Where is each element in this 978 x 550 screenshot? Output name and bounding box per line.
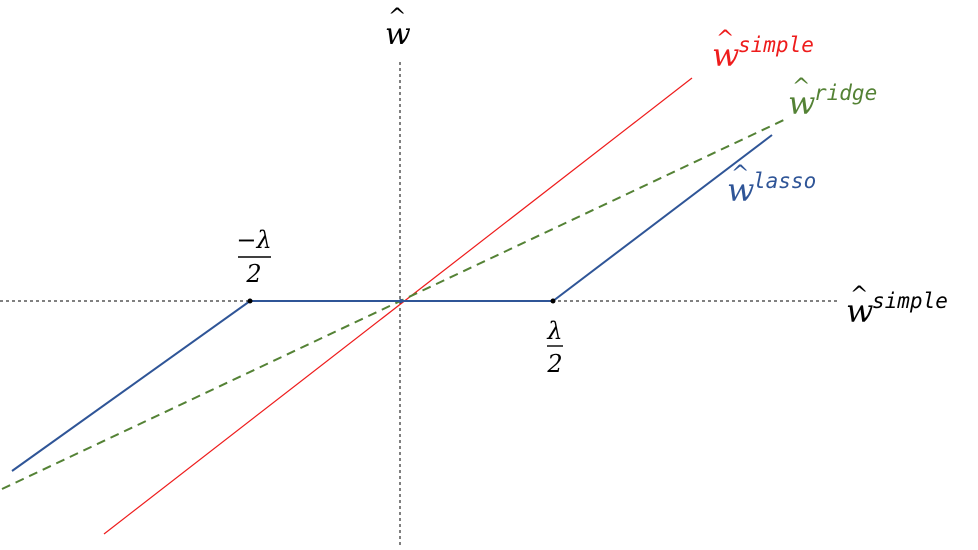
ridge-label-base: w — [788, 84, 815, 122]
pos-threshold-numerator: λ — [546, 317, 562, 345]
ridge-label-sup: ridge — [814, 81, 877, 105]
neg-threshold-label: −λ 2 — [236, 226, 271, 288]
simple-line — [103, 77, 693, 535]
lasso-label-base: w — [727, 171, 754, 209]
lasso-label-hat: ^ — [731, 162, 749, 187]
simple-label-sup: simple — [738, 33, 814, 57]
neg-threshold-point — [247, 298, 253, 304]
lasso-label: w ^ lasso — [727, 162, 816, 209]
x-axis-label: w ^ simple — [846, 283, 948, 330]
ridge-label-hat: ^ — [792, 75, 810, 100]
simple-label-base: w — [712, 36, 739, 74]
simple-label: w ^ simple — [712, 27, 814, 74]
neg-threshold-denominator: 2 — [245, 260, 261, 288]
y-axis-hat: ^ — [388, 5, 406, 30]
x-axis-label-hat: ^ — [850, 283, 868, 308]
simple-label-hat: ^ — [716, 27, 734, 52]
neg-threshold-numerator: −λ — [236, 226, 271, 254]
pos-threshold-point — [550, 298, 556, 304]
x-axis-label-base: w — [846, 292, 873, 330]
ridge-label: w ^ ridge — [788, 75, 877, 122]
pos-threshold-label: λ 2 — [546, 317, 563, 378]
ridge-line — [1, 117, 789, 490]
x-axis-label-sup: simple — [872, 289, 948, 313]
y-axis-label: w ^ — [385, 5, 411, 52]
lasso-label-sup: lasso — [753, 169, 816, 193]
pos-threshold-denominator: 2 — [546, 350, 562, 378]
lasso-line — [11, 134, 773, 472]
y-axis-label-text: w — [385, 17, 411, 52]
origin-point — [399, 299, 403, 303]
